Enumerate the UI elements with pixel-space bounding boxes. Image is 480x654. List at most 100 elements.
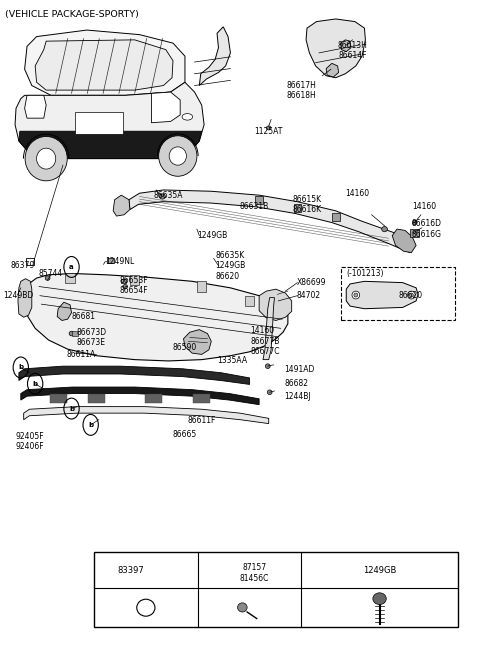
Bar bbox=[130, 275, 140, 285]
Text: 86379: 86379 bbox=[10, 261, 35, 270]
Ellipse shape bbox=[238, 603, 247, 612]
Text: (-101213): (-101213) bbox=[346, 269, 384, 278]
Text: a: a bbox=[69, 264, 74, 270]
FancyBboxPatch shape bbox=[94, 552, 458, 627]
Text: 1249GB: 1249GB bbox=[363, 566, 396, 575]
Text: 86611A: 86611A bbox=[67, 350, 96, 359]
Ellipse shape bbox=[265, 364, 270, 368]
Bar bbox=[245, 296, 254, 306]
Text: 86681: 86681 bbox=[72, 312, 96, 321]
Bar bbox=[107, 258, 114, 263]
Text: 1249BD: 1249BD bbox=[3, 290, 33, 300]
Ellipse shape bbox=[412, 220, 417, 225]
Text: 84702: 84702 bbox=[297, 291, 321, 300]
Polygon shape bbox=[340, 40, 351, 52]
Text: X86699: X86699 bbox=[297, 278, 326, 287]
Text: 14160
86677B
86677C: 14160 86677B 86677C bbox=[251, 326, 280, 356]
Ellipse shape bbox=[373, 593, 386, 604]
Ellipse shape bbox=[169, 147, 186, 165]
Text: 86635A: 86635A bbox=[154, 191, 183, 199]
Polygon shape bbox=[24, 30, 185, 95]
Polygon shape bbox=[346, 281, 418, 309]
Ellipse shape bbox=[267, 390, 272, 394]
Bar bbox=[255, 196, 263, 203]
Ellipse shape bbox=[159, 194, 165, 199]
Polygon shape bbox=[183, 330, 211, 354]
Ellipse shape bbox=[36, 148, 56, 169]
Polygon shape bbox=[306, 19, 365, 78]
Text: 86665: 86665 bbox=[173, 430, 197, 439]
Ellipse shape bbox=[123, 284, 128, 288]
Text: 83397: 83397 bbox=[117, 566, 144, 575]
Ellipse shape bbox=[409, 293, 413, 297]
Text: 86653F
86654F: 86653F 86654F bbox=[120, 275, 148, 295]
FancyBboxPatch shape bbox=[340, 267, 456, 320]
Bar bbox=[410, 229, 419, 237]
Bar bbox=[332, 213, 339, 221]
Text: a: a bbox=[103, 568, 107, 573]
Polygon shape bbox=[24, 273, 288, 361]
Bar bbox=[49, 394, 67, 403]
Ellipse shape bbox=[352, 291, 360, 299]
Text: 1249GB: 1249GB bbox=[197, 231, 227, 240]
Polygon shape bbox=[259, 289, 292, 320]
Text: b: b bbox=[88, 422, 93, 428]
Ellipse shape bbox=[45, 276, 50, 281]
Polygon shape bbox=[152, 92, 180, 123]
Bar bbox=[193, 394, 210, 403]
Text: 1335AA: 1335AA bbox=[217, 356, 247, 366]
Bar bbox=[294, 204, 301, 212]
Polygon shape bbox=[113, 195, 130, 216]
Bar bbox=[121, 279, 126, 283]
Text: 1125AT: 1125AT bbox=[254, 127, 283, 136]
Text: b: b bbox=[33, 381, 38, 387]
Polygon shape bbox=[15, 82, 204, 159]
Text: 87157
81456C: 87157 81456C bbox=[240, 564, 269, 583]
Ellipse shape bbox=[354, 293, 358, 297]
Text: 14160: 14160 bbox=[412, 203, 436, 211]
Bar bbox=[72, 331, 78, 336]
Text: 86611F: 86611F bbox=[187, 416, 216, 425]
Text: 86617H
86618H: 86617H 86618H bbox=[287, 81, 317, 101]
Polygon shape bbox=[326, 63, 338, 77]
Ellipse shape bbox=[25, 137, 67, 181]
Polygon shape bbox=[57, 302, 72, 320]
Text: b: b bbox=[69, 405, 74, 411]
Polygon shape bbox=[19, 366, 250, 385]
Text: 86620: 86620 bbox=[399, 291, 423, 300]
Polygon shape bbox=[24, 407, 269, 424]
Polygon shape bbox=[392, 229, 416, 252]
Text: 86631B: 86631B bbox=[240, 203, 269, 211]
Ellipse shape bbox=[158, 136, 197, 176]
Bar bbox=[25, 258, 34, 265]
Bar bbox=[145, 394, 162, 403]
Text: b: b bbox=[204, 568, 208, 573]
Text: 92405F
92406F: 92405F 92406F bbox=[15, 432, 44, 451]
Text: 86613H
86614F: 86613H 86614F bbox=[337, 41, 367, 60]
Text: 1491AD: 1491AD bbox=[284, 365, 314, 374]
Ellipse shape bbox=[382, 226, 387, 232]
Text: 1244BJ: 1244BJ bbox=[284, 392, 311, 402]
Polygon shape bbox=[19, 131, 202, 159]
Text: 86615K
86616K: 86615K 86616K bbox=[293, 195, 322, 214]
Text: 85744: 85744 bbox=[39, 269, 63, 278]
Ellipse shape bbox=[266, 126, 271, 130]
Text: 14160: 14160 bbox=[345, 190, 370, 198]
Text: 86682: 86682 bbox=[284, 379, 308, 388]
Polygon shape bbox=[24, 95, 46, 118]
Text: (VEHICLE PACKAGE-SPORTY): (VEHICLE PACKAGE-SPORTY) bbox=[5, 10, 139, 20]
Polygon shape bbox=[263, 298, 275, 360]
Polygon shape bbox=[18, 279, 32, 317]
Text: b: b bbox=[18, 364, 24, 370]
Bar bbox=[65, 273, 75, 283]
Polygon shape bbox=[21, 387, 259, 405]
Ellipse shape bbox=[69, 331, 74, 336]
Text: 86590: 86590 bbox=[172, 343, 196, 353]
Bar bbox=[88, 394, 105, 403]
Text: 86673D
86673E: 86673D 86673E bbox=[76, 328, 107, 347]
Bar bbox=[75, 112, 123, 135]
Bar bbox=[197, 281, 206, 292]
Text: 86635K
1249GB
86620: 86635K 1249GB 86620 bbox=[215, 250, 245, 281]
Ellipse shape bbox=[182, 114, 192, 120]
Polygon shape bbox=[35, 40, 173, 90]
